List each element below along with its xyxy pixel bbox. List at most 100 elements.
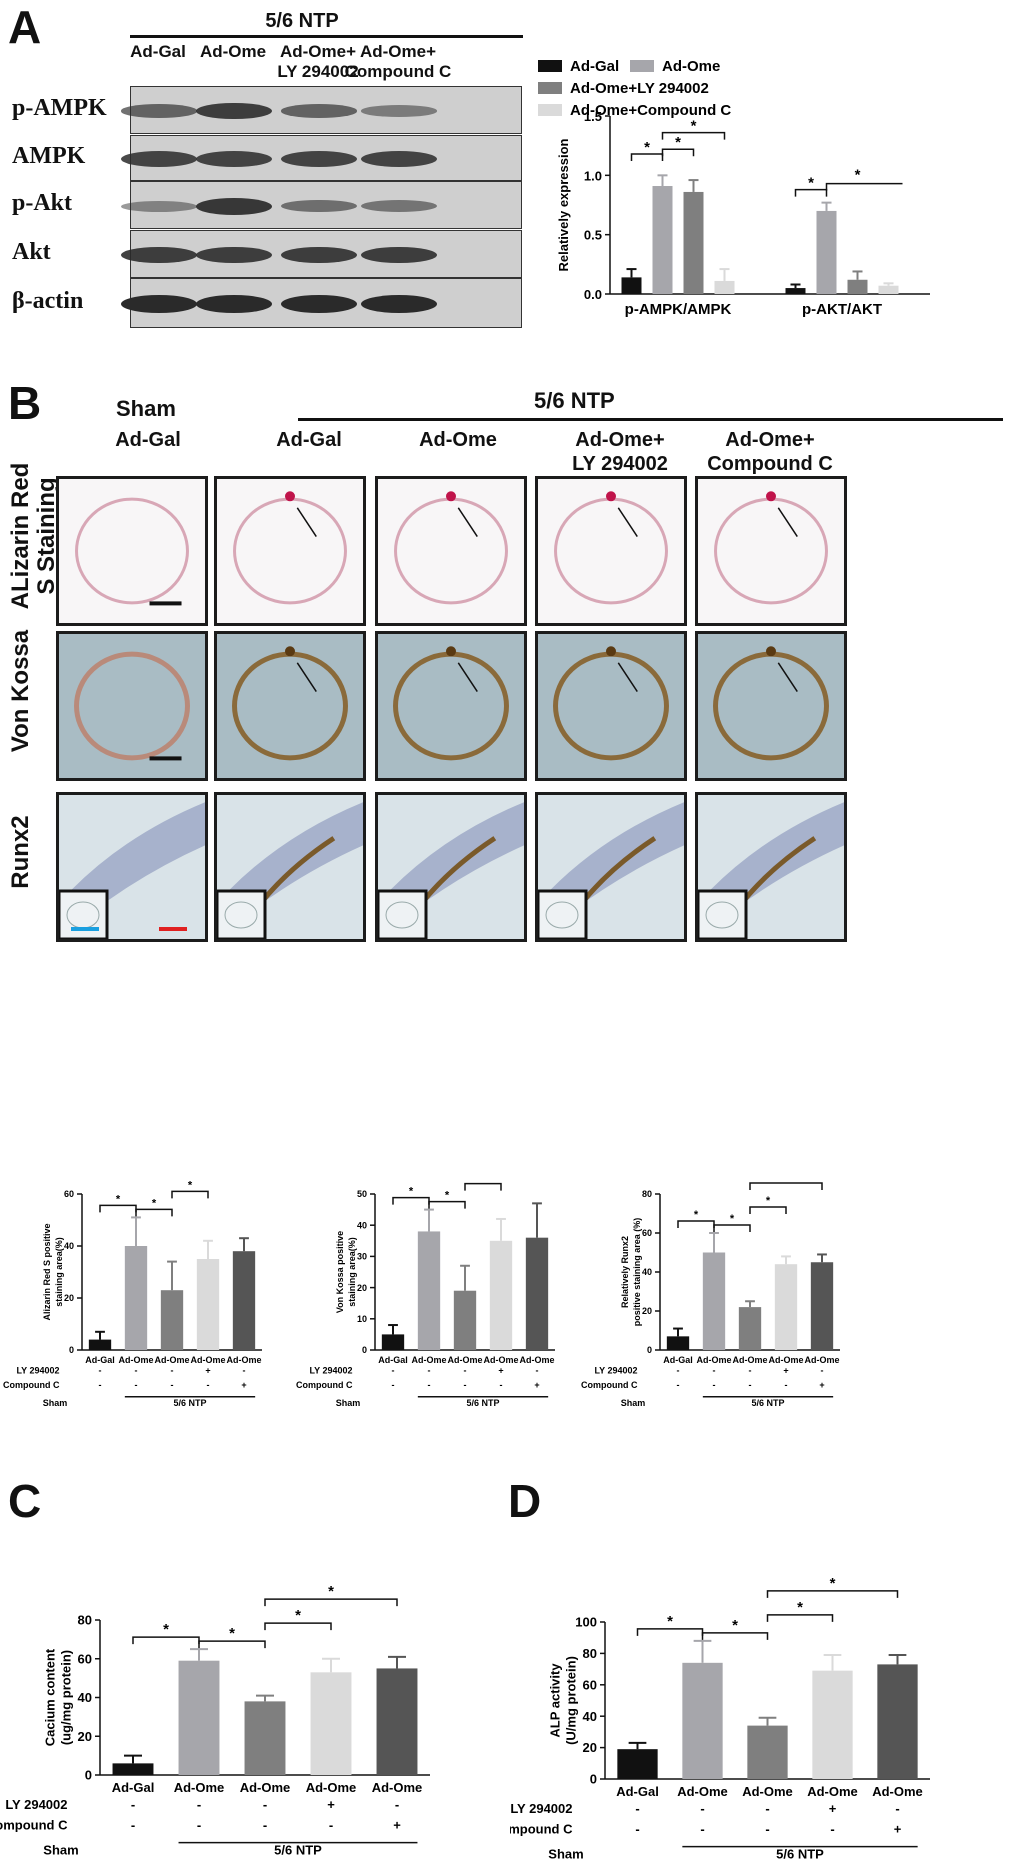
micrograph-drawing <box>74 651 190 761</box>
blot-strip <box>121 230 522 278</box>
micrograph <box>56 792 208 942</box>
x-tick-label: Ad-Ome <box>306 1780 357 1795</box>
treatment-sign: + <box>894 1822 902 1837</box>
group-label: Sham <box>336 1398 361 1408</box>
blot-band <box>121 104 197 118</box>
significance-star: * <box>830 1575 836 1592</box>
x-tick-label: Ad-Ome <box>804 1355 839 1365</box>
significance-star: * <box>667 1613 673 1630</box>
treatment-sign: - <box>197 1818 201 1833</box>
blot-band <box>361 105 437 117</box>
group-label: 5/6 NTP <box>751 1398 784 1408</box>
blot-band <box>361 200 437 212</box>
y-axis-label: ALP activity <box>547 1663 562 1738</box>
significance-star: * <box>481 1180 486 1184</box>
treatment-sign: - <box>135 1380 138 1390</box>
blot-row-label: Akt <box>12 239 51 265</box>
y-tick-label: 0.0 <box>584 287 602 302</box>
blot-strip <box>121 181 522 229</box>
treatment-label: LY 294002 <box>16 1365 59 1375</box>
significance-bracket <box>766 1590 899 1598</box>
x-tick-label: p-AMPK/AMPK <box>625 301 732 318</box>
bar <box>747 1725 788 1779</box>
treatment-label: LY 294002 <box>5 1797 67 1812</box>
bar <box>683 191 704 294</box>
y-tick-label: 40 <box>64 1241 74 1251</box>
significance-star: * <box>409 1186 414 1198</box>
y-tick-label: 20 <box>642 1306 652 1316</box>
significance-star: * <box>797 1599 803 1616</box>
y-tick-label: 40 <box>78 1690 92 1705</box>
x-tick-label: Ad-Gal <box>85 1355 115 1365</box>
inset-vessel <box>224 901 258 929</box>
y-tick-label: 20 <box>583 1740 597 1755</box>
treatment-sign: - <box>171 1380 174 1390</box>
significance-star: * <box>730 1213 735 1225</box>
arrow-indicator <box>777 507 798 538</box>
x-tick-label: Ad-Ome <box>372 1780 423 1795</box>
vessel-ring <box>232 651 348 761</box>
treatment-sign: + <box>327 1797 335 1812</box>
bar <box>124 1246 148 1350</box>
bar <box>453 1290 477 1350</box>
significance-bracket <box>661 131 726 140</box>
bar <box>244 1701 286 1775</box>
calcification-spot <box>446 491 456 502</box>
histology-column-header: Ad-Gal <box>276 429 342 451</box>
significance-star: * <box>766 1195 771 1207</box>
inset-box <box>538 889 588 939</box>
bar <box>88 1339 112 1350</box>
x-tick-label: Ad-Ome <box>118 1355 153 1365</box>
legend-swatch <box>538 60 562 72</box>
blot-group-header: 5/6 NTP <box>265 10 339 32</box>
bar <box>376 1668 418 1775</box>
y-tick-label: 0 <box>69 1345 74 1355</box>
treatment-sign: - <box>830 1822 834 1837</box>
inset-box <box>698 889 748 939</box>
panel-label-c: C <box>8 1475 42 1527</box>
treatment-sign: - <box>243 1365 246 1375</box>
histology-ntp-label: 5/6 NTP <box>534 388 615 413</box>
blot-band <box>281 295 357 313</box>
treatment-label: LY 294002 <box>510 1801 572 1816</box>
calcification-spot <box>285 646 295 657</box>
significance-star: * <box>784 1180 789 1183</box>
inset-vessel <box>545 901 579 929</box>
histology-column-header: Ad-Ome+ Compound C <box>707 429 833 475</box>
significance-bracket <box>661 148 695 157</box>
vessel-ring <box>74 651 190 761</box>
small-chart: 0 20 40 60 Alizarin Red S positive staining a… <box>3 1180 262 1408</box>
significance-bracket <box>701 1632 769 1640</box>
blot-row-label: AMPK <box>12 143 86 169</box>
arrow-indicator <box>457 507 478 538</box>
vessel-ring <box>393 651 509 761</box>
y-tick-label: 1.0 <box>584 168 602 183</box>
bar <box>112 1763 154 1775</box>
y-axis-label: staining area(%) <box>54 1237 64 1307</box>
y-tick-label: 40 <box>583 1709 597 1724</box>
treatment-sign: - <box>895 1801 899 1816</box>
treatment-sign: + <box>783 1365 788 1375</box>
treatment-sign: - <box>131 1818 135 1833</box>
x-tick-label: Ad-Ome <box>411 1355 446 1365</box>
histology-column-header: Ad-Ome+ LY 294002 <box>572 429 668 475</box>
x-tick-label: p-AKT/AKT <box>802 301 882 318</box>
y-axis-label: Relatively Runx2 <box>620 1236 630 1308</box>
significance-star: * <box>675 134 681 151</box>
vessel-ring <box>394 497 508 605</box>
treatment-sign: - <box>395 1797 399 1812</box>
blot-strip <box>121 278 522 328</box>
x-tick-label: Ad-Ome <box>742 1784 793 1799</box>
runx2-stain <box>419 836 497 905</box>
micrograph <box>56 631 208 781</box>
treatment-label: Compound C <box>0 1818 68 1833</box>
bar <box>847 279 868 294</box>
y-tick-label: 80 <box>583 1646 597 1661</box>
x-tick-label: Ad-Ome <box>519 1355 554 1365</box>
treatment-sign: - <box>700 1822 704 1837</box>
y-tick-label: 60 <box>78 1651 92 1666</box>
x-tick-label: Ad-Ome <box>732 1355 767 1365</box>
y-tick-label: 60 <box>583 1677 597 1692</box>
treatment-label: LY 294002 <box>309 1365 352 1375</box>
